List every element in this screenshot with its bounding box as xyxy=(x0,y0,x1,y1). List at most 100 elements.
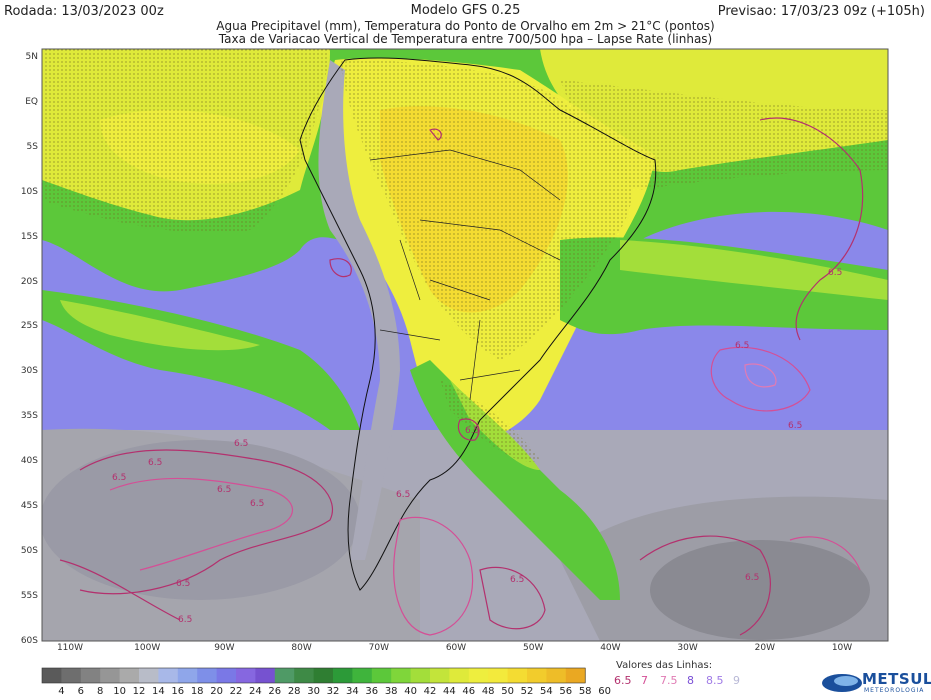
longitude-label: 50W xyxy=(523,643,544,653)
contour-label: 6.5 xyxy=(510,575,524,585)
longitude-label: 30W xyxy=(677,643,698,653)
colorbar-label: 60 xyxy=(598,686,611,697)
latitude-label: EQ xyxy=(25,96,38,107)
colorbar-label: 8 xyxy=(97,686,104,697)
latitude-label: 55S xyxy=(20,590,38,601)
colorbar-label: 50 xyxy=(501,686,514,697)
colorbar-label: 14 xyxy=(152,686,165,697)
colorbar-label: 54 xyxy=(540,686,553,697)
colorbar-swatch xyxy=(527,668,547,683)
colorbar-label: 38 xyxy=(384,686,398,697)
model-name: Modelo GFS 0.25 xyxy=(410,3,521,18)
contour-label: 6.5 xyxy=(148,458,162,468)
colorbar-swatch xyxy=(371,668,392,683)
metsul-logo-icon xyxy=(822,674,862,692)
colorbar-swatch xyxy=(274,668,295,683)
colorbar-swatch xyxy=(61,668,82,683)
subtitle-line-1: Agua Precipitavel (mm), Temperatura do P… xyxy=(216,19,715,33)
contour-labels: 6.5 6.5 6.5 6.5 6.5 6.5 6.5 6.5 6.5 6.5 … xyxy=(112,268,842,625)
colorbar-label: 24 xyxy=(249,686,262,697)
colorbar-label: 48 xyxy=(481,686,495,697)
colorbar-swatch xyxy=(236,668,256,683)
contour-label: 6.5 xyxy=(178,615,192,625)
contour-label: 6.5 xyxy=(745,573,759,583)
line-value: 8.5 xyxy=(706,674,724,687)
line-value: 9 xyxy=(733,674,740,687)
colorbar-label: 12 xyxy=(132,686,146,697)
colorbar-swatch xyxy=(333,668,353,683)
colorbar-label: 16 xyxy=(171,686,185,697)
latitude-label: 5S xyxy=(26,141,38,152)
longitude-label: 80W xyxy=(291,643,312,653)
colorbar-swatch xyxy=(352,668,373,683)
forecast-time: Previsao: 17/03/23 09z (+105h) xyxy=(717,4,925,19)
latitude-label: 50S xyxy=(20,545,38,556)
colorbar-swatch xyxy=(313,668,334,683)
longitude-label: 10W xyxy=(831,643,853,653)
line-values-title: Valores das Linhas: xyxy=(616,660,713,671)
colorbar-swatch xyxy=(100,668,121,683)
colorbar-swatch xyxy=(119,668,140,683)
colorbar-label: 30 xyxy=(307,686,320,697)
latitude-label: 25S xyxy=(20,321,38,332)
colorbar-swatch xyxy=(468,668,489,683)
contour-label: 6.5 xyxy=(788,421,802,431)
subtitle-line-2: Taxa de Variacao Vertical de Temperatura… xyxy=(218,32,713,46)
colorbar-label: 10 xyxy=(113,686,126,697)
colorbar-label: 26 xyxy=(268,686,282,697)
latitude-label: 60S xyxy=(20,635,38,646)
colorbar-label: 56 xyxy=(559,686,573,697)
contour-label: 6.5 xyxy=(112,473,126,483)
colorbar-label: 58 xyxy=(578,686,592,697)
colorbar-swatch xyxy=(42,668,62,683)
colorbar-swatch xyxy=(255,668,276,683)
longitude-label: 70W xyxy=(368,643,389,653)
colorbar-label: 20 xyxy=(210,686,223,697)
colorbar-label: 36 xyxy=(365,686,379,697)
latitude-label: 10S xyxy=(20,186,38,197)
colorbar-label: 44 xyxy=(443,686,456,697)
contour-label: 6.5 xyxy=(217,485,231,495)
colorbar-label: 22 xyxy=(229,686,243,697)
contour-label: 6.5 xyxy=(176,579,190,589)
contour-label: 6.5 xyxy=(735,341,749,351)
colorbar-label: 46 xyxy=(462,686,476,697)
colorbar-label: 40 xyxy=(404,686,417,697)
colorbar-swatch xyxy=(139,668,159,683)
colorbar-swatch xyxy=(565,668,586,683)
colorbar-label: 34 xyxy=(346,686,359,697)
colorbar-label: 18 xyxy=(190,686,204,697)
colorbar-swatch xyxy=(177,668,198,683)
colorbar-swatch xyxy=(410,668,431,683)
longitude-label: 40W xyxy=(600,643,621,653)
colorbar-swatch xyxy=(294,668,315,683)
colorbar-swatch xyxy=(546,668,567,683)
colorbar-swatch xyxy=(216,668,237,683)
colorbar-swatch xyxy=(391,668,412,683)
line-value: 8 xyxy=(687,674,694,687)
colorbar-swatch xyxy=(488,668,509,683)
colorbar-swatch xyxy=(158,668,179,683)
contour-label: 6.5 xyxy=(465,426,479,436)
colorbar-outline xyxy=(41,667,586,684)
colorbar-label: 6 xyxy=(77,686,84,697)
latitude-label: 20S xyxy=(20,276,38,287)
run-time: Rodada: 13/03/2023 00z xyxy=(4,4,164,19)
lapse-rate-contours xyxy=(59,117,864,636)
line-value: 6.5 xyxy=(614,674,632,687)
contour-label: 6.5 xyxy=(250,499,264,509)
longitude-label: 60W xyxy=(445,643,467,653)
colorbar-label: 32 xyxy=(326,686,340,697)
map-frame xyxy=(41,48,889,642)
colorbar-swatch xyxy=(430,668,450,683)
brand-subtitle: METEOROLOGIA xyxy=(864,687,925,694)
line-value: 7 xyxy=(641,674,648,687)
contour-label: 6.5 xyxy=(828,268,842,278)
colorbar xyxy=(41,667,586,684)
colorbar-swatch xyxy=(507,668,528,683)
longitude-label: 90W xyxy=(214,643,235,653)
contour-label: 6.5 xyxy=(234,439,248,449)
longitude-label: 20W xyxy=(754,643,775,653)
line-value: 7.5 xyxy=(660,674,678,687)
